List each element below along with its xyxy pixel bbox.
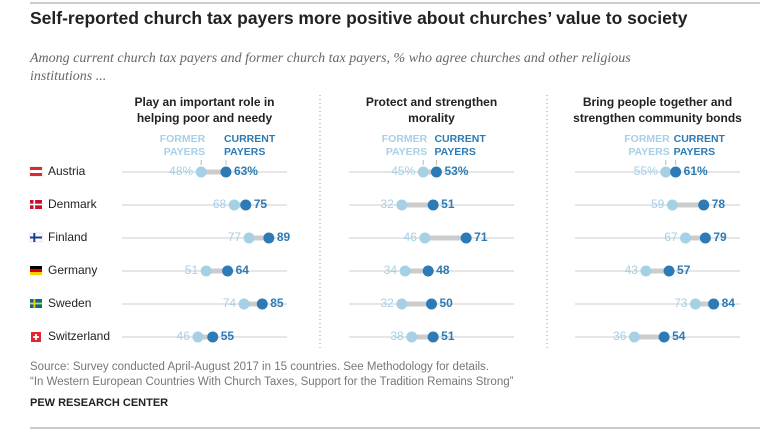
panel-title: Protect and strengthen morality — [365, 95, 498, 125]
category-label: Switzerland — [48, 329, 110, 343]
value-label: 50 — [440, 296, 454, 310]
flags — [29, 166, 43, 342]
dot — [663, 265, 675, 277]
legend-label: CURRENT PAYERS — [223, 133, 276, 158]
dot — [228, 199, 240, 211]
value-label: 74 — [223, 296, 237, 310]
dot — [195, 166, 207, 178]
dot — [240, 199, 252, 211]
value-label: 73 — [674, 296, 688, 310]
legend-label: FORMER PAYERS — [381, 133, 428, 158]
dot — [426, 298, 437, 310]
value-label: 63% — [234, 164, 258, 178]
dot — [422, 265, 434, 277]
dot — [670, 166, 682, 178]
legend-label: FORMER PAYERS — [159, 133, 206, 158]
legend-label: CURRENT PAYERS — [673, 133, 725, 158]
dot — [658, 331, 670, 343]
value-label: 59 — [651, 197, 665, 211]
dot — [699, 232, 711, 244]
value-label: 53% — [444, 164, 468, 178]
dot — [427, 331, 439, 343]
value-label: 45% — [391, 164, 415, 178]
dot — [406, 331, 418, 343]
value-label: 84 — [722, 296, 736, 310]
dot — [396, 199, 408, 211]
dot — [192, 331, 204, 343]
value-label: 51 — [441, 197, 455, 211]
value-label: 78 — [712, 197, 726, 211]
dot — [207, 331, 219, 343]
logo: PEW RESEARCH CENTER — [30, 397, 169, 409]
value-label: 71 — [474, 230, 488, 244]
value-label: 43 — [625, 263, 639, 277]
dot — [256, 298, 268, 310]
dot — [396, 298, 408, 310]
category-label: Denmark — [48, 197, 98, 211]
value-label: 64 — [236, 263, 250, 277]
value-label: 51 — [185, 263, 199, 277]
value-label: 36 — [613, 329, 627, 343]
dot — [399, 265, 411, 277]
value-label: 79 — [713, 230, 727, 244]
value-label: 55 — [221, 329, 235, 343]
dot — [689, 298, 701, 310]
chart-title: Self-reported church tax payers more pos… — [30, 8, 688, 28]
dot — [419, 232, 431, 244]
value-label: 54 — [672, 329, 686, 343]
value-label: 55% — [634, 164, 658, 178]
value-label: 51 — [441, 329, 455, 343]
dot — [417, 166, 429, 178]
legend-label: FORMER PAYERS — [624, 133, 670, 158]
dot — [708, 298, 720, 310]
dot — [238, 298, 250, 310]
value-label: 34 — [384, 263, 398, 277]
value-label: 46 — [177, 329, 191, 343]
value-label: 57 — [677, 263, 691, 277]
category-label: Germany — [48, 263, 97, 277]
note: “In Western European Countries With Chur… — [30, 376, 514, 388]
value-label: 32 — [380, 296, 394, 310]
value-label: 48 — [436, 263, 450, 277]
dot — [628, 331, 640, 343]
dot — [666, 199, 678, 211]
category-label: Finland — [48, 230, 87, 244]
value-label: 68 — [213, 197, 227, 211]
dot — [680, 232, 692, 244]
value-label: 89 — [277, 230, 291, 244]
value-label: 46 — [404, 230, 418, 244]
panel-title: Bring people together and strengthen com… — [573, 95, 742, 125]
value-label: 75 — [254, 197, 268, 211]
panel-title: Play an important role in helping poor a… — [134, 95, 275, 125]
value-label: 61% — [684, 164, 708, 178]
value-label: 38 — [390, 329, 404, 343]
value-label: 77 — [228, 230, 242, 244]
dot — [200, 265, 212, 277]
category-label: Sweden — [48, 296, 91, 310]
chart-subtitle: Among current church tax payers and form… — [30, 51, 631, 84]
legend-label: CURRENT PAYERS — [434, 133, 486, 158]
value-label: 48% — [169, 164, 193, 178]
value-label: 32 — [380, 197, 394, 211]
dot — [698, 199, 710, 211]
dot — [430, 166, 442, 178]
dot — [660, 166, 672, 178]
dot — [222, 265, 234, 277]
dot — [263, 232, 275, 244]
category-label: Austria — [48, 164, 86, 178]
dot — [220, 166, 232, 178]
value-label: 67 — [664, 230, 678, 244]
dot — [427, 199, 439, 211]
source: Source: Survey conducted April-August 20… — [30, 361, 489, 373]
dot — [243, 232, 255, 244]
value-label: 85 — [270, 296, 284, 310]
dot — [640, 265, 652, 277]
dot — [460, 232, 472, 244]
